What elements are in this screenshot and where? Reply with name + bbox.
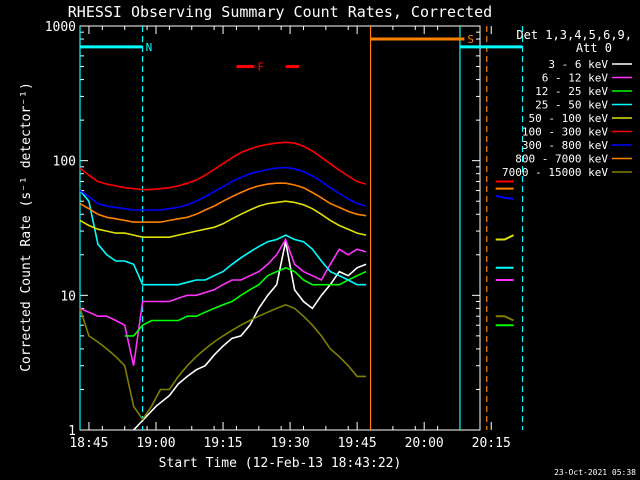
x-axis-label: Start Time (12-Feb-13 18:43:22) bbox=[159, 456, 402, 471]
legend-label: 7000 - 15000 keV bbox=[502, 166, 608, 179]
series-line bbox=[79, 237, 367, 366]
legend-header-line1: Det 1,3,4,5,6,9, bbox=[516, 28, 632, 42]
series-line bbox=[79, 182, 367, 223]
y-tick-label: 100 bbox=[53, 155, 76, 170]
flag-bars: N F S bbox=[80, 33, 523, 74]
x-tick-label: 20:15 bbox=[472, 436, 511, 451]
timestamp: 23-Oct-2021 05:38 bbox=[554, 468, 636, 477]
y-tick-label: 1000 bbox=[45, 20, 76, 35]
series-line bbox=[79, 200, 367, 238]
legend-label: 6 - 12 keV bbox=[542, 72, 609, 85]
late-segment-line bbox=[495, 194, 514, 200]
series-line bbox=[79, 303, 367, 421]
series-line bbox=[124, 266, 367, 337]
legend-label: 300 - 800 keV bbox=[522, 139, 608, 152]
x-tick-label: 19:00 bbox=[136, 436, 175, 451]
flag-label: S bbox=[467, 33, 474, 46]
series-line bbox=[79, 166, 367, 211]
x-tick-label: 19:15 bbox=[203, 436, 242, 451]
flag-label: F bbox=[257, 61, 264, 74]
legend-label: 3 - 6 keV bbox=[548, 58, 608, 71]
axes: 1 10 100 1000 18:45 19:00 19:15 19:30 19:45 20:0… bbox=[45, 20, 511, 451]
time-markers bbox=[79, 26, 524, 430]
series-line bbox=[79, 141, 367, 191]
plot-frame bbox=[79, 25, 481, 431]
legend-label: 100 - 300 keV bbox=[522, 126, 608, 139]
late-segment-line bbox=[495, 234, 515, 241]
x-tick-label: 20:00 bbox=[405, 436, 444, 451]
chart-title: RHESSI Observing Summary Count Rates, Co… bbox=[68, 3, 492, 21]
legend-label: 12 - 25 keV bbox=[535, 85, 608, 98]
x-tick-label: 19:45 bbox=[338, 436, 377, 451]
flag-label: N bbox=[146, 41, 153, 54]
legend-label: 50 - 100 keV bbox=[529, 112, 609, 125]
series-lines bbox=[79, 141, 515, 431]
late-segment-line bbox=[495, 315, 515, 322]
legend-label: 800 - 7000 keV bbox=[515, 153, 608, 166]
y-tick-label: 10 bbox=[60, 289, 76, 304]
y-axis-label: Corrected Count Rate (s⁻¹ detector⁻¹) bbox=[19, 82, 34, 372]
series-line bbox=[79, 189, 367, 286]
y-tick-label: 1 bbox=[68, 424, 76, 439]
x-tick-label: 19:30 bbox=[271, 436, 310, 451]
x-tick-label: 18:45 bbox=[69, 436, 108, 451]
legend-label: 25 - 50 keV bbox=[535, 99, 608, 112]
legend-header-line2: Att 0 bbox=[576, 41, 612, 55]
series-line bbox=[133, 241, 367, 431]
